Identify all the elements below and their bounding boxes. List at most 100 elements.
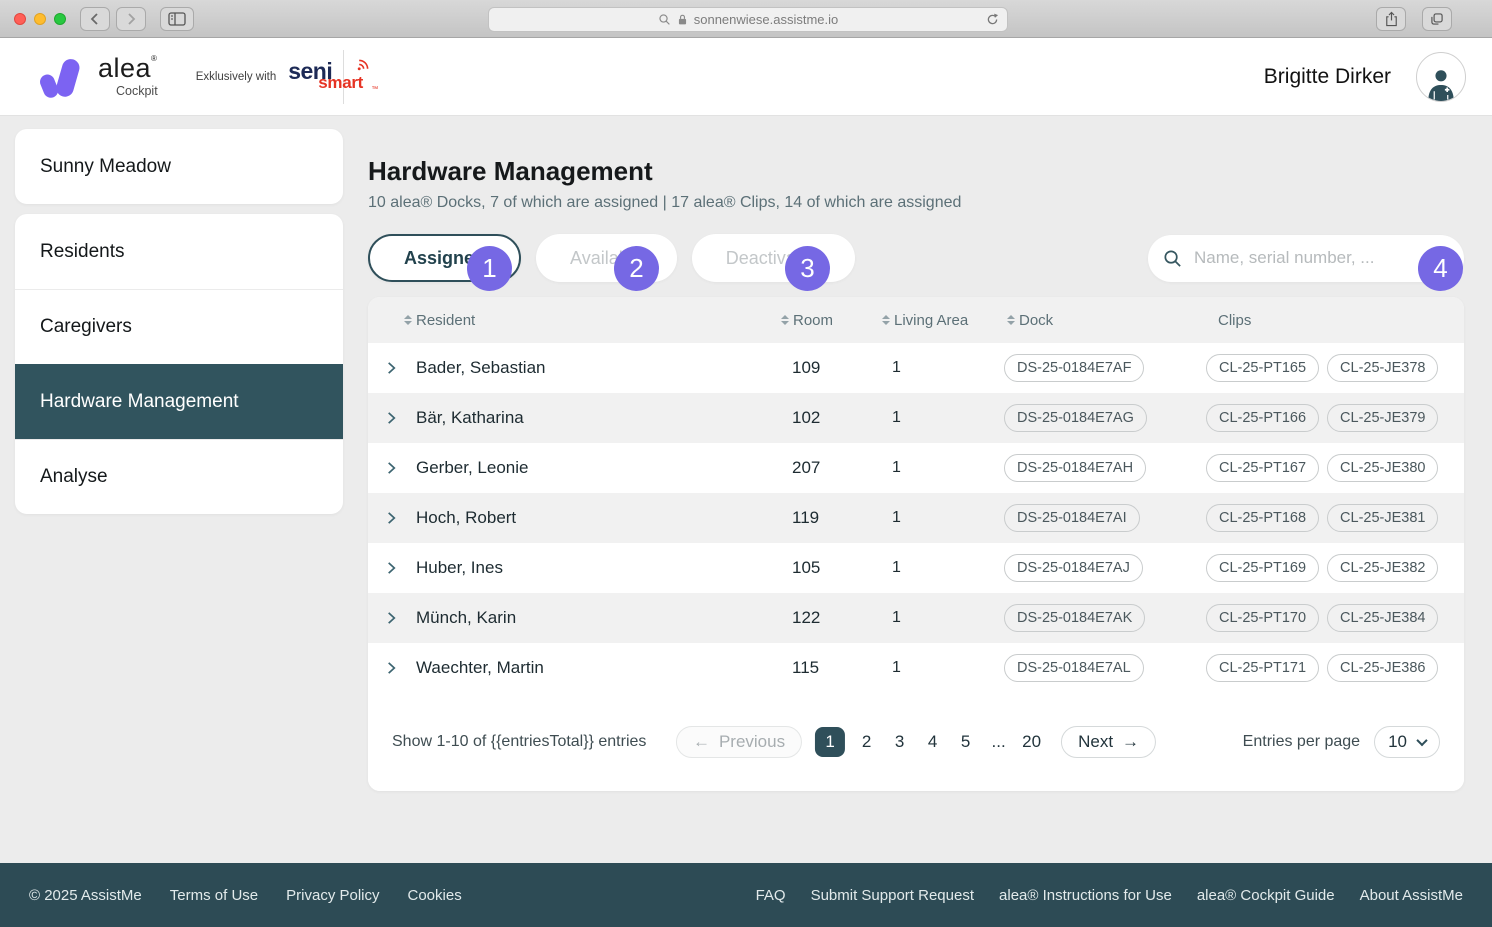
user-profile-icon [1423, 65, 1459, 101]
footer-link-instructions[interactable]: alea® Instructions for Use [999, 887, 1172, 904]
expand-row-button[interactable] [384, 410, 416, 426]
column-header-living-area[interactable]: Living Area [882, 312, 998, 329]
page-button-2[interactable]: 2 [850, 732, 883, 752]
table-row: Bär, Katharina 102 1 DS-25-0184E7AG CL-2… [368, 393, 1464, 443]
pager: ← Previous 1 2 3 4 5 ... 20 Next → [676, 726, 1156, 758]
sort-icon [1007, 315, 1015, 325]
resident-name: Gerber, Leonie [416, 458, 780, 478]
sort-icon [781, 315, 789, 325]
resident-name: Münch, Karin [416, 608, 780, 628]
window-close-button[interactable] [14, 13, 26, 25]
page-ellipsis: ... [982, 732, 1015, 752]
table-header: Resident Room Living Area Dock Clips [368, 297, 1464, 343]
expand-row-button[interactable] [384, 660, 416, 676]
dock-badge: DS-25-0184E7AF [1004, 354, 1144, 383]
browser-back-button[interactable] [80, 7, 110, 31]
clip-badge: CL-25-JE380 [1327, 454, 1438, 483]
column-header-room[interactable]: Room [780, 312, 888, 329]
reload-icon[interactable] [985, 11, 1000, 28]
expand-row-button[interactable] [384, 610, 416, 626]
main-area: Sunny Meadow Residents Caregivers Hardwa… [0, 116, 1492, 863]
footer-link-faq[interactable]: FAQ [756, 887, 786, 904]
page-button-20[interactable]: 20 [1015, 732, 1048, 752]
dock-badge: DS-25-0184E7AK [1004, 604, 1145, 633]
browser-tabs-button[interactable] [1422, 7, 1452, 31]
browser-sidebar-toggle-button[interactable] [160, 7, 194, 31]
room-number: 102 [780, 408, 888, 428]
clip-badge: CL-25-PT166 [1206, 404, 1319, 433]
partner-logo: Exklusively with seni smart ™ [196, 59, 375, 95]
resident-name: Bär, Katharina [416, 408, 780, 428]
footer-link-terms[interactable]: Terms of Use [170, 887, 258, 904]
footer-link-privacy[interactable]: Privacy Policy [286, 887, 379, 904]
table-row: Münch, Karin 122 1 DS-25-0184E7AK CL-25-… [368, 593, 1464, 643]
sidebar-item-hardware-management[interactable]: Hardware Management [15, 364, 343, 439]
footer-link-cockpit-guide[interactable]: alea® Cockpit Guide [1197, 887, 1335, 904]
expand-row-button[interactable] [384, 360, 416, 376]
column-header-clips: Clips [1206, 312, 1464, 329]
address-bar[interactable]: sonnenwiese.assistme.io [488, 7, 1008, 32]
sidebar-item-residents[interactable]: Residents [15, 214, 343, 289]
clip-badge: CL-25-JE378 [1327, 354, 1438, 383]
search-input[interactable] [1192, 247, 1450, 269]
avatar[interactable] [1416, 52, 1466, 102]
window-minimize-button[interactable] [34, 13, 46, 25]
column-header-resident[interactable]: Resident [404, 312, 768, 329]
footer-link-cookies[interactable]: Cookies [408, 887, 462, 904]
sidebar-item-facility[interactable]: Sunny Meadow [15, 129, 343, 204]
browser-forward-button[interactable] [116, 7, 146, 31]
annotation-badge-2: 2 [614, 246, 659, 291]
tabs-overview-icon [1429, 11, 1445, 27]
footer-link-support[interactable]: Submit Support Request [811, 887, 974, 904]
lock-icon [677, 13, 688, 26]
page-button-4[interactable]: 4 [916, 732, 949, 752]
search-box [1148, 235, 1464, 282]
window-zoom-button[interactable] [54, 13, 66, 25]
expand-row-button[interactable] [384, 510, 416, 526]
table-row: Bader, Sebastian 109 1 DS-25-0184E7AF CL… [368, 343, 1464, 393]
user-name: Brigitte Dirker [1264, 65, 1391, 89]
tab-deactivated[interactable]: Deactivated [692, 234, 855, 282]
dock-badge: DS-25-0184E7AI [1004, 504, 1140, 533]
clip-badge: CL-25-PT167 [1206, 454, 1319, 483]
resident-name: Waechter, Martin [416, 658, 780, 678]
page-button-5[interactable]: 5 [949, 732, 982, 752]
entries-summary: Show 1-10 of {{entriesTotal}} entries [392, 733, 646, 751]
share-icon [1384, 11, 1399, 27]
alea-logo-icon [38, 55, 84, 99]
dock-badge: DS-25-0184E7AG [1004, 404, 1147, 433]
next-page-button[interactable]: Next → [1061, 726, 1156, 758]
search-icon [658, 13, 671, 26]
entries-per-page-select[interactable]: 10 [1374, 726, 1440, 758]
expand-row-button[interactable] [384, 560, 416, 576]
table-row: Hoch, Robert 119 1 DS-25-0184E7AI CL-25-… [368, 493, 1464, 543]
expand-row-button[interactable] [384, 460, 416, 476]
clip-badge: CL-25-JE386 [1327, 654, 1438, 683]
footer-link-about[interactable]: About AssistMe [1360, 887, 1463, 904]
registered-mark: ® [151, 54, 157, 63]
partner-prefix-text: Exklusively with [196, 71, 277, 83]
living-area: 1 [888, 609, 1004, 627]
clip-badge: CL-25-JE384 [1327, 604, 1438, 633]
column-header-dock[interactable]: Dock [1004, 312, 1206, 329]
browser-share-button[interactable] [1376, 7, 1406, 31]
footer: © 2025 AssistMe Terms of Use Privacy Pol… [0, 863, 1492, 927]
living-area: 1 [888, 509, 1004, 527]
room-number: 122 [780, 608, 888, 628]
chevron-right-icon [384, 560, 399, 576]
chevron-right-icon [384, 510, 399, 526]
brand-subtitle: Cockpit [116, 85, 158, 98]
sidebar-item-caregivers[interactable]: Caregivers [15, 289, 343, 364]
page-button-1[interactable]: 1 [815, 727, 845, 757]
chevron-right-icon [384, 410, 399, 426]
dock-badge: DS-25-0184E7AH [1004, 454, 1146, 483]
window-controls [14, 13, 66, 25]
room-number: 105 [780, 558, 888, 578]
table-row: Huber, Ines 105 1 DS-25-0184E7AJ CL-25-P… [368, 543, 1464, 593]
toolbar: Assigned Available Deactivated [368, 234, 1464, 282]
page-button-3[interactable]: 3 [883, 732, 916, 752]
living-area: 1 [888, 359, 1004, 377]
sidebar-item-analyse[interactable]: Analyse [15, 439, 343, 514]
hardware-table: Resident Room Living Area Dock Clips [368, 297, 1464, 791]
previous-page-button[interactable]: ← Previous [676, 726, 802, 758]
